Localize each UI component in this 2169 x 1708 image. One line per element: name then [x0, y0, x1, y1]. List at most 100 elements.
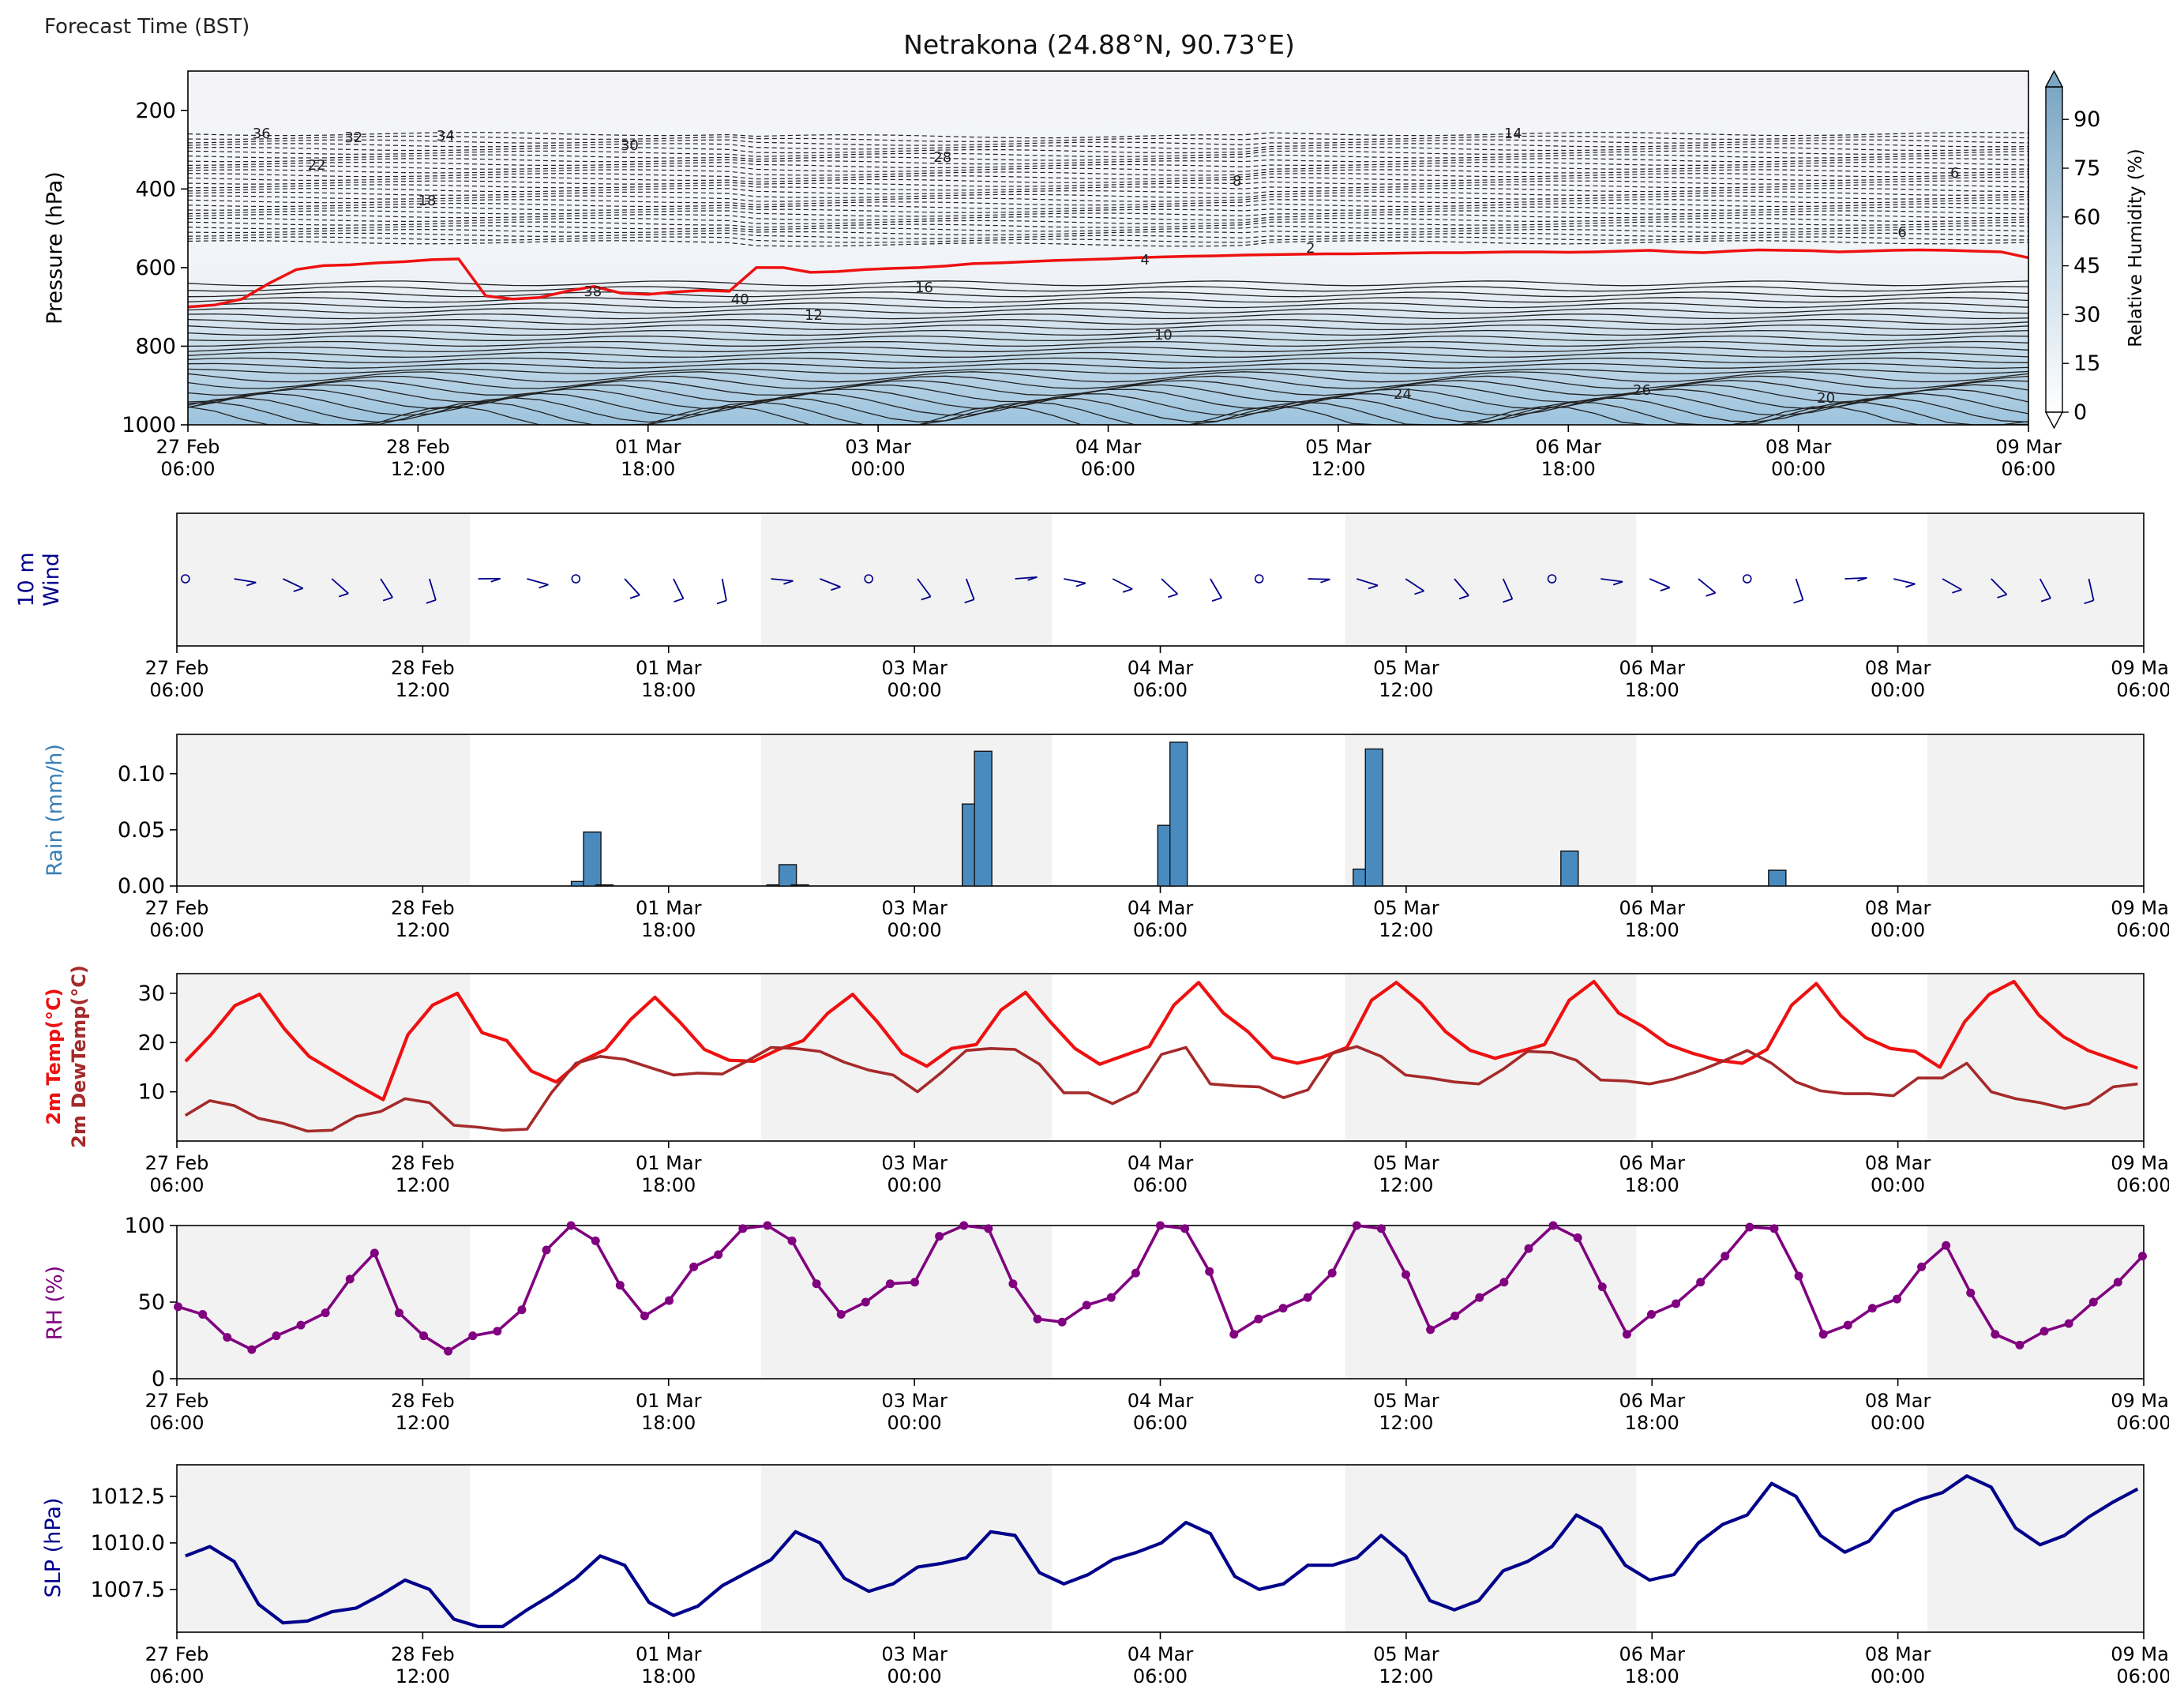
x-tick-label: 12:00 — [1379, 1174, 1433, 1196]
contour-label: -6 — [1893, 224, 1907, 241]
x-tick-label: 06 Mar — [1619, 1152, 1686, 1174]
data-point — [984, 1224, 993, 1233]
x-tick-label: 05 Mar — [1305, 436, 1372, 458]
contour-negative — [187, 161, 2029, 168]
wind-barb-flag — [338, 592, 349, 598]
wind-barb — [1357, 578, 1379, 587]
vertical-section-panel: 36 32 34 30 28 22 18 14 8 6 40 38 16 20 10 12 4 2 -6 24 26 20… — [43, 69, 2146, 437]
contour-positive — [187, 313, 2029, 320]
data-point — [1327, 1268, 1337, 1278]
contour-label: 34 — [437, 128, 455, 145]
wind-barb-flag — [1168, 593, 1178, 599]
contour-negative — [187, 180, 2029, 187]
x-tick-label: 06:00 — [2116, 919, 2169, 941]
series-line — [184, 1045, 2138, 1133]
contour-positive — [187, 318, 2029, 325]
contour-label: 20 — [1817, 390, 1835, 407]
x-tick-label: 06 Mar — [1619, 657, 1686, 679]
x-tick-label: 12:00 — [1379, 1665, 1433, 1687]
wind-barb — [1064, 578, 1086, 584]
contour-label: 6 — [1950, 165, 1959, 182]
x-tick-label: 00:00 — [1871, 679, 1925, 701]
data-point — [321, 1308, 330, 1318]
x-tick-label: 00:00 — [887, 1412, 942, 1434]
data-point — [444, 1346, 453, 1356]
y-axis-label-2: 2m DewTemp(°C) — [68, 965, 90, 1148]
contour-negative — [187, 221, 2029, 228]
wind-barb — [1991, 578, 2008, 595]
contour-label: 38 — [584, 283, 602, 300]
x-tick-label: 06 Mar — [1619, 1390, 1686, 1412]
contour-positive — [187, 340, 2029, 347]
x-tick-label: 04 Mar — [1128, 1643, 1194, 1665]
series-line — [184, 979, 2138, 1102]
rain-bar — [778, 864, 797, 887]
rain-bar — [974, 750, 993, 887]
wind-barb — [1795, 578, 1804, 600]
x-tick-label: 06:00 — [1133, 1412, 1188, 1434]
x-tick-label: 28 Feb — [391, 897, 455, 919]
contour-negative — [187, 225, 2029, 232]
contour-positive — [187, 308, 2029, 314]
day-shade — [760, 1465, 1053, 1632]
day-shade — [1345, 513, 1637, 646]
contour-negative — [187, 240, 2029, 247]
data-point — [1672, 1299, 1681, 1308]
data-point — [665, 1296, 674, 1305]
data-point — [1156, 1221, 1165, 1230]
chart-title: Netrakona (24.88°N, 90.73°E) — [903, 29, 1295, 60]
data-point — [174, 1302, 183, 1312]
x-tick-label: 00:00 — [1871, 919, 1925, 941]
data-point — [1475, 1293, 1484, 1302]
y-tick-label: 800 — [135, 334, 176, 358]
wind-barb — [1308, 578, 1330, 580]
wind-barb-flag — [490, 577, 501, 583]
x-tick-label: 06:00 — [149, 919, 204, 941]
wind-barb-flag — [1368, 584, 1379, 590]
contour-positive — [187, 371, 2029, 383]
x-tick-label: 27 Feb — [156, 436, 220, 458]
y-axis-label: RH (%) — [43, 1266, 67, 1340]
data-point — [2015, 1340, 2025, 1350]
data-point — [1057, 1317, 1067, 1327]
x-tick-label: 27 Feb — [145, 657, 209, 679]
data-point — [2064, 1319, 2073, 1328]
contour-label: 4 — [1140, 252, 1149, 268]
x-tick-label: 03 Mar — [881, 1152, 948, 1174]
x-tick-label: 00:00 — [887, 1174, 942, 1196]
colorbar-tick-label: 90 — [2073, 107, 2100, 132]
y-tick-label: 0.05 — [118, 818, 165, 843]
contour-positive — [187, 362, 2029, 369]
data-point — [1696, 1278, 1706, 1287]
data-point — [493, 1327, 502, 1336]
wind-barb — [1649, 578, 1671, 588]
data-point — [198, 1310, 208, 1319]
wind-barb — [1161, 578, 1178, 595]
day-shade — [760, 734, 1053, 886]
wind-barb-flag — [1997, 594, 2007, 599]
data-point — [272, 1331, 281, 1341]
wind-barb-flag — [1458, 595, 1469, 600]
wind-barb — [820, 578, 841, 588]
x-tick-label: 28 Feb — [391, 1152, 455, 1174]
x-tick-label: 12:00 — [396, 1665, 450, 1687]
wind-barb — [1112, 578, 1133, 590]
y-axis-label: Wind — [39, 553, 64, 606]
day-shade — [1927, 1465, 2144, 1632]
contour-negative — [187, 132, 2029, 139]
wind-barb-flag — [831, 586, 841, 591]
x-tick-label: 01 Mar — [636, 1390, 702, 1412]
x-tick-label: 12:00 — [396, 919, 450, 941]
colorbar-tick-label: 60 — [2073, 205, 2100, 230]
wind-barb — [1502, 578, 1514, 599]
contour-negative — [187, 139, 2029, 146]
data-point — [2137, 1252, 2147, 1261]
wind-barb-flag — [2040, 597, 2051, 602]
y-axis-label: Pressure (hPa) — [43, 171, 67, 325]
data-point — [1303, 1293, 1312, 1302]
data-point — [2113, 1278, 2122, 1287]
data-point — [1376, 1224, 1386, 1233]
x-tick-label: 08 Mar — [1865, 657, 1931, 679]
x-tick-label: 18:00 — [1625, 919, 1679, 941]
x-tick-label: 06:00 — [149, 1174, 204, 1196]
